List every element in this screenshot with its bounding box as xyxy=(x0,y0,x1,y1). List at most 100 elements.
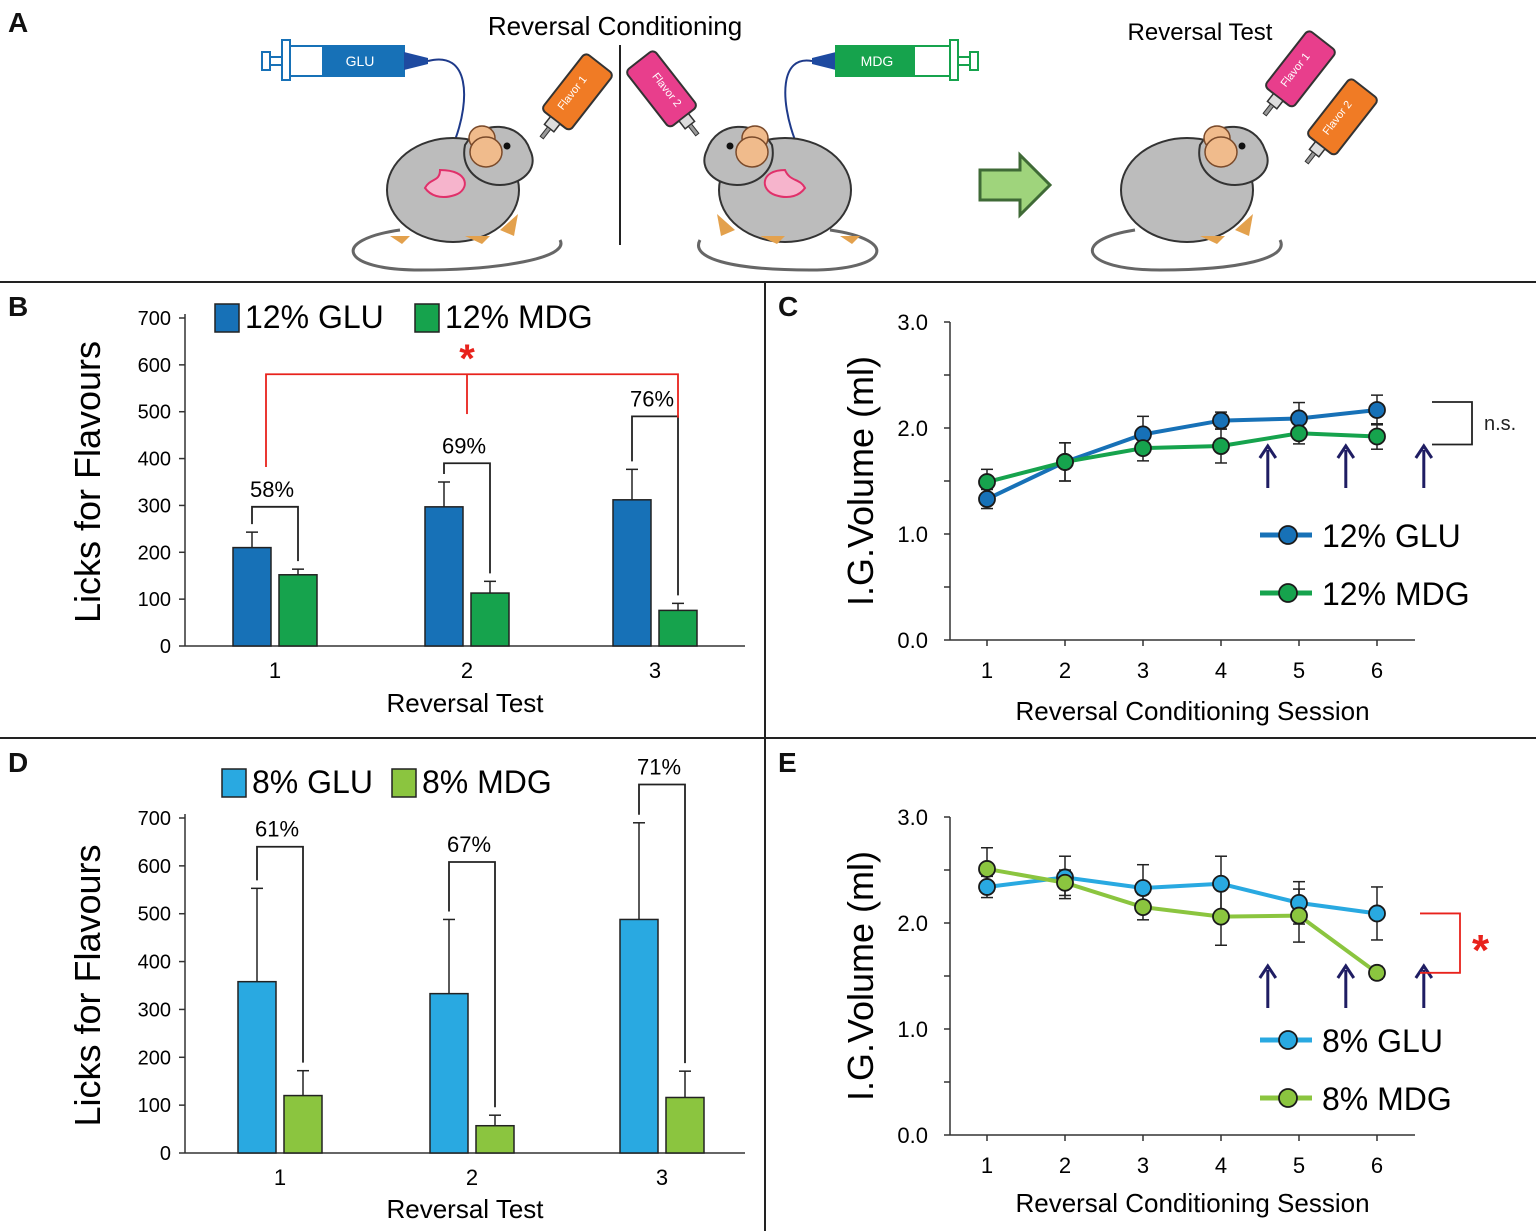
data-point xyxy=(1134,439,1152,458)
panel-label-e: E xyxy=(778,747,797,778)
x-tick-label: 6 xyxy=(1371,1153,1383,1178)
legend-marker xyxy=(1278,1088,1298,1108)
mouse-middle-icon xyxy=(697,125,879,272)
syringe-glu-icon: GLU xyxy=(261,39,465,191)
percent-bracket xyxy=(251,505,299,562)
x-tick-label: 1 xyxy=(981,1153,993,1178)
significance-bracket xyxy=(265,373,679,468)
x-axis-label: Reversal Test xyxy=(386,688,544,718)
chart-e: E 0.0 1.0 2.0 3.0 1 2 3 4 5 6 I.G.Volume (ml) Revers… xyxy=(778,747,1490,1218)
legend-label: 12% MDG xyxy=(445,299,593,335)
x-axis-label: Reversal Test xyxy=(386,1194,544,1224)
y-tick-label: 300 xyxy=(138,999,171,1021)
y-tick-label: 2.0 xyxy=(897,416,928,441)
conditioning-title: Reversal Conditioning xyxy=(488,11,742,41)
legend-label: 8% GLU xyxy=(1322,1023,1443,1059)
y-tick-label: 600 xyxy=(138,856,171,878)
test-title: Reversal Test xyxy=(1128,19,1273,46)
y-tick-label: 3.0 xyxy=(897,805,928,830)
x-tick-label: 3 xyxy=(1137,1153,1149,1178)
data-point xyxy=(1134,898,1152,916)
y-axis-label: Licks for Flavours xyxy=(67,341,108,623)
legend-marker xyxy=(1278,1030,1298,1050)
bar xyxy=(278,574,318,647)
bar xyxy=(658,609,698,647)
data-point xyxy=(1056,873,1074,892)
transition-arrow-icon xyxy=(978,151,1053,219)
percent-bracket xyxy=(631,415,679,596)
x-tick-label: 5 xyxy=(1293,1153,1305,1178)
bar xyxy=(665,1096,705,1154)
x-tick-label: 5 xyxy=(1293,658,1305,683)
x-tick-label: 2 xyxy=(1059,1153,1071,1178)
data-point xyxy=(978,860,996,878)
y-tick-label: 100 xyxy=(138,1095,171,1117)
mouse-right-icon xyxy=(1090,125,1283,272)
arrow-head-icon xyxy=(1336,443,1356,459)
data-point xyxy=(978,490,996,508)
y-tick-label: 2.0 xyxy=(897,911,928,936)
bottle-flavor1-left-icon: Flavor 1 xyxy=(539,53,613,140)
data-point xyxy=(1290,409,1308,428)
series-line xyxy=(986,875,1378,916)
bar xyxy=(283,1094,323,1154)
data-point xyxy=(1368,904,1386,923)
y-tick-label: 500 xyxy=(138,402,171,424)
percent-bracket xyxy=(448,861,496,1108)
y-tick-label: 0 xyxy=(160,1143,171,1165)
bar xyxy=(232,546,272,647)
syringe-mdg-icon: MDG xyxy=(784,39,979,191)
legend-swatch xyxy=(221,768,247,798)
percent-bracket xyxy=(443,462,491,574)
x-axis-label: Reversal Conditioning Session xyxy=(1015,1188,1369,1218)
y-tick-label: 1.0 xyxy=(897,1017,928,1042)
x-axis-label: Reversal Conditioning Session xyxy=(1015,696,1369,726)
chart-b: B 0 100 200 300 400 500 600 700 Licks for Flavour… xyxy=(8,291,745,718)
legend-marker xyxy=(1278,583,1298,603)
data-point xyxy=(1056,453,1074,471)
percent-label: 67% xyxy=(447,832,491,857)
bar xyxy=(470,592,510,647)
y-axis-label: I.G.Volume (ml) xyxy=(840,356,881,606)
x-tick-label: 2 xyxy=(466,1165,478,1190)
x-tick-label: 1 xyxy=(274,1165,286,1190)
data-point xyxy=(1212,907,1230,926)
comparison-bracket xyxy=(1432,401,1473,446)
arrow-head-icon xyxy=(1258,443,1278,459)
y-axis-label: I.G.Volume (ml) xyxy=(840,851,881,1101)
y-axis-label: Licks for Flavours xyxy=(67,844,108,1126)
panel-label-a: A xyxy=(8,7,28,38)
panel-label-d: D xyxy=(8,747,28,778)
y-tick-label: 1.0 xyxy=(897,522,928,547)
arrow-head-icon xyxy=(1258,963,1278,979)
bottle-flavor2-right-icon: Flavor 2 xyxy=(626,50,700,137)
bar xyxy=(612,499,652,647)
y-tick-label: 400 xyxy=(138,952,171,974)
y-tick-label: 3.0 xyxy=(897,310,928,335)
comparison-label: n.s. xyxy=(1484,413,1516,435)
percent-label: 76% xyxy=(630,386,674,411)
percent-label: 69% xyxy=(442,433,486,458)
percent-label: 71% xyxy=(637,755,681,780)
legend-swatch xyxy=(414,303,440,333)
x-tick-label: 3 xyxy=(1137,658,1149,683)
arrow-head-icon xyxy=(1414,963,1434,979)
percent-bracket xyxy=(638,783,686,1064)
y-tick-label: 300 xyxy=(138,495,171,517)
data-point xyxy=(1368,427,1386,446)
bar xyxy=(619,918,659,1154)
x-tick-label: 2 xyxy=(461,658,473,683)
legend-label: 12% MDG xyxy=(1322,576,1470,612)
syringe-mdg-label: MDG xyxy=(861,53,894,69)
data-point xyxy=(1368,401,1386,419)
bar xyxy=(237,980,277,1154)
y-tick-label: 400 xyxy=(138,449,171,471)
comparison-bracket xyxy=(1420,912,1461,974)
data-point xyxy=(1290,424,1308,443)
data-point xyxy=(1290,906,1308,925)
x-tick-label: 3 xyxy=(649,658,661,683)
data-point xyxy=(1134,879,1152,897)
x-tick-label: 3 xyxy=(656,1165,668,1190)
y-tick-label: 600 xyxy=(138,355,171,377)
